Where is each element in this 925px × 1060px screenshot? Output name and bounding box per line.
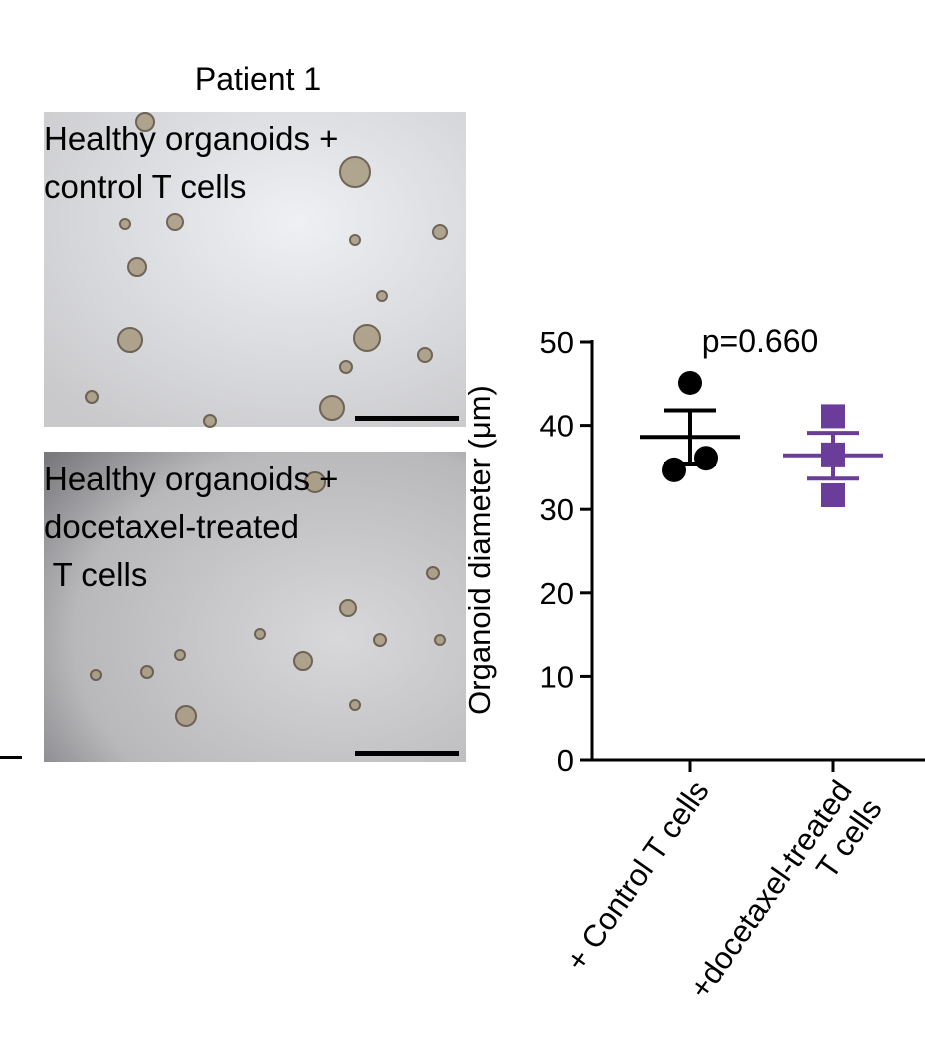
organoids <box>85 112 448 727</box>
data-point <box>662 457 686 482</box>
data-point <box>678 370 702 395</box>
y-tick-label: 30 <box>540 492 574 527</box>
micrograph <box>44 452 466 762</box>
y-axis-label: Organoid diameter (μm) <box>462 385 497 715</box>
micrograph <box>44 112 466 427</box>
panel-label: Healthy organoids + <box>44 460 338 497</box>
data-point <box>694 446 718 471</box>
y-tick-label: 10 <box>540 659 574 694</box>
data-point <box>821 482 845 507</box>
panel-label: control T cells <box>44 168 246 205</box>
scale-bar <box>355 751 459 756</box>
panel-label: docetaxel-treated <box>44 508 299 545</box>
panel-label: Healthy organoids + <box>44 120 338 157</box>
x-tick-label: +docetaxel-treated <box>682 774 858 1005</box>
scale-bar <box>355 416 459 421</box>
data-point <box>821 404 845 429</box>
y-tick-label: 40 <box>540 409 574 444</box>
p-value: p=0.660 <box>702 323 819 359</box>
scale-bar <box>0 756 22 759</box>
y-tick-label: 0 <box>557 743 574 778</box>
x-tick-label: + Control T cells <box>559 774 716 977</box>
y-tick-label: 20 <box>540 576 574 611</box>
panel-label: T cells <box>44 556 147 593</box>
y-tick-label: 50 <box>540 325 574 360</box>
figure-title: Patient 1 <box>195 61 321 97</box>
